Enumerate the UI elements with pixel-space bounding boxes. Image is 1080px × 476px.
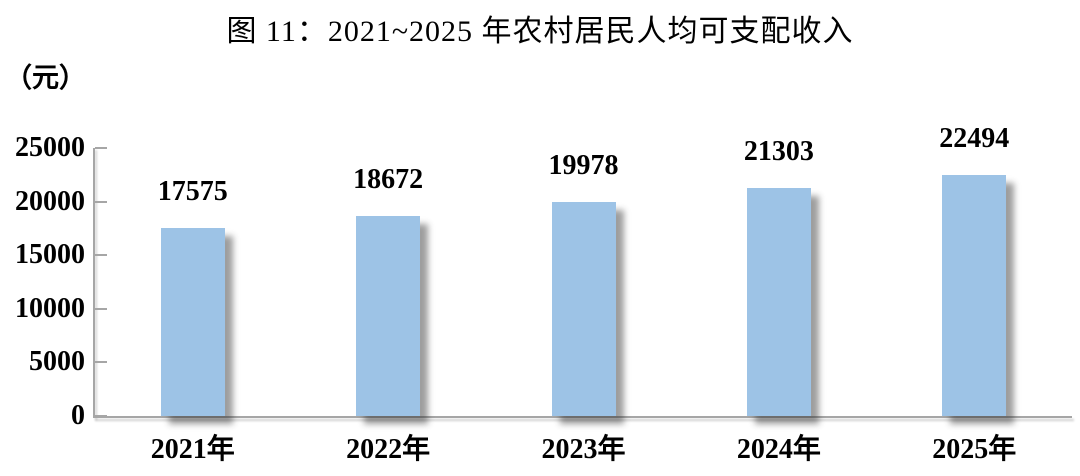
- chart-title: 图 11：2021~2025 年农村居民人均可支配收入: [226, 15, 854, 48]
- y-axis-tick-mark: [95, 415, 107, 417]
- bar: [160, 227, 225, 416]
- bar-value-label: 21303: [743, 135, 814, 167]
- bar-value-label: 17575: [157, 175, 228, 207]
- y-axis-line: [93, 148, 95, 418]
- bar: [746, 187, 811, 416]
- y-axis-tick-mark: [95, 200, 107, 203]
- bar: [356, 215, 421, 416]
- y-axis-tick-label: 15000: [15, 239, 85, 271]
- y-axis-unit-label: （元）: [5, 63, 86, 93]
- x-axis-label: 2025年: [932, 434, 1017, 465]
- y-axis-tick-label: 20000: [15, 185, 85, 217]
- y-axis-tick-label: 5000: [29, 346, 85, 378]
- y-axis-tick-label: 25000: [15, 132, 85, 163]
- y-axis-tick-mark: [95, 254, 107, 257]
- bar-value-label: 22494: [939, 122, 1010, 154]
- y-axis-tick-mark: [95, 361, 107, 364]
- bar-value-label: 19978: [548, 149, 619, 181]
- y-axis-tick-mark: [95, 147, 107, 149]
- y-axis-tick-label: 10000: [15, 292, 85, 324]
- x-axis-label: 2022年: [346, 434, 431, 465]
- y-axis-tick-mark: [95, 307, 107, 310]
- bar: [942, 174, 1007, 416]
- plot-area: 0 5000 10000 15000 20000 25000 17575 18672 1997…: [15, 124, 1072, 464]
- x-axis-label: 2024年: [736, 434, 821, 465]
- x-axis-label: 2023年: [541, 434, 626, 465]
- x-axis-label: 2021年: [150, 434, 235, 465]
- bar-value-label: 18672: [353, 163, 424, 195]
- bar: [551, 201, 616, 416]
- y-axis-tick-label: 0: [71, 400, 85, 431]
- x-axis-line: [93, 416, 1072, 418]
